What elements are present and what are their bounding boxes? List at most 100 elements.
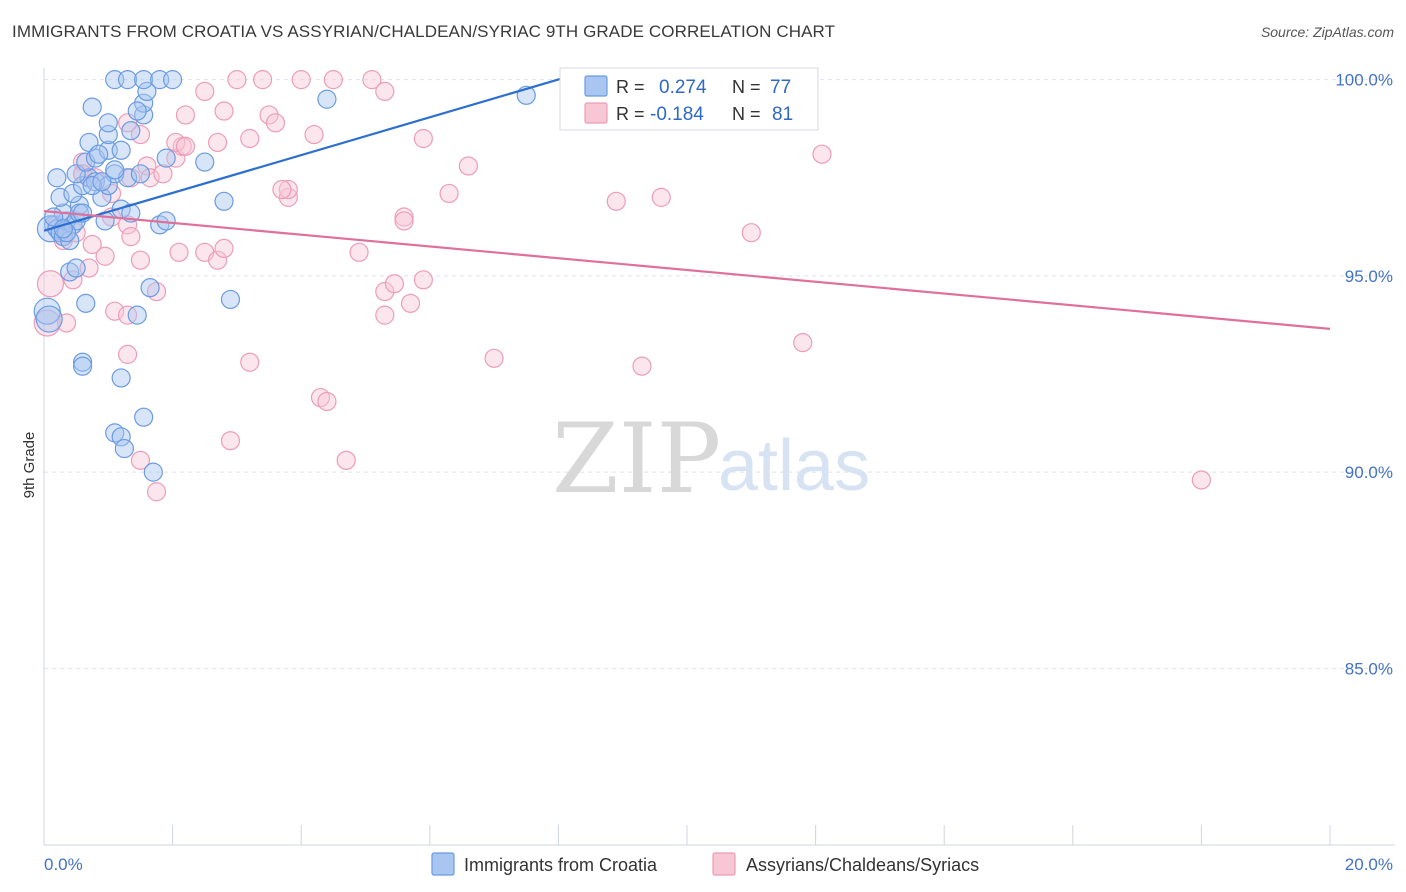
croatia-point bbox=[117, 70, 138, 90]
assyrians-point bbox=[375, 281, 395, 302]
axes bbox=[43, 68, 1395, 846]
croatia-point bbox=[82, 176, 102, 196]
assyrians-point bbox=[195, 81, 215, 102]
grid bbox=[44, 79, 1390, 669]
croatia-point bbox=[82, 97, 102, 117]
croatia-point bbox=[98, 113, 118, 133]
assyrians-point bbox=[349, 242, 369, 262]
bottom-legend-label-croatia: Immigrants from Croatia bbox=[464, 855, 658, 875]
croatia-point bbox=[114, 438, 134, 459]
trend-lines bbox=[43, 74, 1331, 330]
watermark-atlas: atlas bbox=[718, 426, 870, 506]
series-legend: Immigrants from Croatia Assyrians/Chalde… bbox=[431, 852, 979, 876]
croatia-point bbox=[156, 148, 176, 168]
croatia-point bbox=[111, 140, 131, 160]
legend-r-label-2: R = bbox=[616, 104, 645, 124]
assyrians-point bbox=[632, 356, 652, 376]
y-tick-label: 90.0% bbox=[1345, 463, 1393, 482]
chart-title: IMMIGRANTS FROM CROATIA VS ASSYRIAN/CHAL… bbox=[12, 22, 836, 41]
croatia-point bbox=[111, 427, 131, 447]
assyrians-point bbox=[323, 70, 343, 90]
watermark: ZIP atlas bbox=[552, 403, 870, 515]
assyrians-point bbox=[214, 238, 234, 258]
assyrians-point bbox=[253, 70, 273, 90]
assyrians-point bbox=[304, 124, 324, 145]
assyrians-point bbox=[140, 168, 160, 188]
croatia-point bbox=[105, 160, 125, 180]
croatia-trend-line bbox=[43, 74, 572, 232]
assyrians-point bbox=[240, 128, 260, 149]
legend-n-label-2: N = bbox=[732, 104, 761, 124]
assyrians-point bbox=[272, 179, 292, 200]
croatia-point bbox=[50, 187, 70, 207]
assyrians-point bbox=[175, 136, 196, 156]
croatia-point bbox=[111, 368, 131, 388]
legend-n-label-1: N = bbox=[732, 77, 761, 97]
x-tick-labels: 0.0% 20.0% bbox=[44, 855, 1393, 874]
assyrians-point bbox=[1191, 470, 1212, 490]
assyrians-point bbox=[36, 270, 65, 298]
assyrians-point bbox=[227, 70, 247, 90]
assyrians-point bbox=[95, 246, 115, 266]
assyrians-point bbox=[336, 450, 356, 470]
legend-n-value-1: 77 bbox=[770, 77, 791, 98]
series-assyrians-points bbox=[33, 70, 1212, 502]
assyrians-point bbox=[130, 450, 151, 470]
croatia-point bbox=[63, 183, 83, 204]
assyrians-point bbox=[130, 250, 151, 270]
assyrians-point bbox=[375, 305, 395, 325]
watermark-zip: ZIP bbox=[552, 403, 721, 515]
croatia-point bbox=[121, 121, 141, 141]
assyrians-point bbox=[394, 211, 414, 231]
y-tick-labels: 100.0% 95.0% 90.0% 85.0% bbox=[1335, 71, 1393, 679]
assyrians-point bbox=[439, 183, 459, 204]
assyrians-point bbox=[137, 156, 157, 176]
croatia-point bbox=[35, 305, 63, 333]
x-tick-label: 0.0% bbox=[44, 855, 83, 874]
assyrians-point bbox=[291, 70, 311, 90]
correlation-legend: R = 0.274 N = 77 R = -0.184 N = 81 bbox=[559, 67, 819, 131]
croatia-point bbox=[127, 101, 147, 121]
legend-swatch-croatia bbox=[584, 75, 608, 97]
assyrians-point bbox=[362, 70, 382, 90]
assyrians-point bbox=[130, 124, 151, 145]
croatia-point bbox=[130, 164, 151, 184]
croatia-point bbox=[195, 152, 215, 172]
croatia-point bbox=[89, 144, 109, 164]
assyrians-point bbox=[651, 187, 671, 207]
assyrians-point bbox=[214, 101, 234, 121]
croatia-point bbox=[317, 89, 337, 109]
croatia-point bbox=[134, 93, 154, 113]
croatia-point bbox=[76, 293, 96, 313]
legend-n-value-2: 81 bbox=[772, 104, 793, 125]
assyrians-point bbox=[105, 301, 125, 321]
assyrians-point bbox=[812, 144, 832, 164]
assyrians-point bbox=[793, 333, 813, 353]
croatia-point bbox=[72, 176, 93, 196]
y-tick-label: 85.0% bbox=[1345, 659, 1393, 678]
assyrians-point bbox=[265, 113, 286, 133]
x-tick-label: 20.0% bbox=[1345, 855, 1393, 874]
assyrians-point bbox=[208, 132, 228, 153]
assyrians-point bbox=[169, 242, 189, 262]
assyrians-point bbox=[240, 352, 260, 372]
assyrians-point bbox=[220, 431, 241, 451]
assyrians-point bbox=[278, 187, 298, 207]
croatia-point bbox=[220, 289, 241, 310]
bottom-legend-swatch-assyrians bbox=[712, 852, 736, 876]
assyrians-point bbox=[117, 344, 138, 364]
croatia-point bbox=[127, 305, 147, 325]
assyrians-point bbox=[117, 305, 138, 325]
source-label: Source: ZipAtlas.com bbox=[1260, 24, 1394, 40]
assyrians-point bbox=[153, 164, 173, 184]
assyrians-point bbox=[484, 348, 504, 368]
croatia-point bbox=[137, 81, 157, 102]
bottom-legend-swatch-croatia bbox=[431, 852, 455, 876]
croatia-point bbox=[92, 172, 112, 192]
assyrians-point bbox=[384, 274, 405, 294]
assyrians-point bbox=[400, 293, 421, 313]
assyrians-point bbox=[741, 223, 761, 243]
y-axis-label: 9th Grade bbox=[21, 432, 38, 499]
y-tick-label: 100.0% bbox=[1335, 71, 1393, 90]
